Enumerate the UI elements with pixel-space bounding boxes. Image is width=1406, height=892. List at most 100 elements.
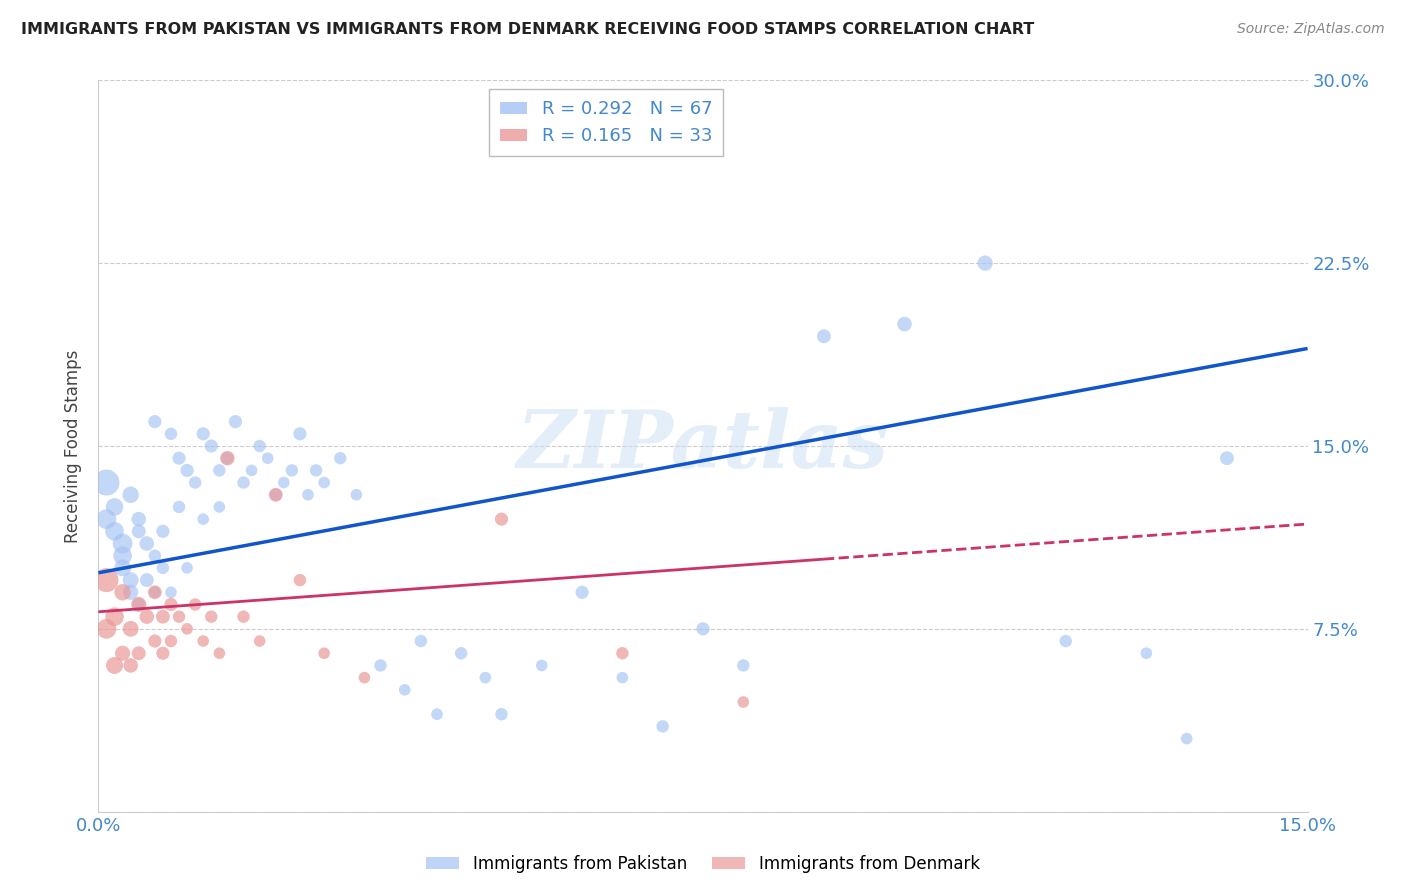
Point	[128, 598, 150, 612]
Point	[692, 622, 714, 636]
Point	[974, 256, 997, 270]
Point	[1135, 646, 1157, 660]
Point	[273, 475, 295, 490]
Point	[143, 634, 166, 648]
Point	[135, 573, 157, 587]
Point	[193, 426, 215, 441]
Point	[893, 317, 915, 331]
Point	[208, 463, 231, 477]
Point	[217, 451, 239, 466]
Legend: Immigrants from Pakistan, Immigrants from Denmark: Immigrants from Pakistan, Immigrants fro…	[419, 848, 987, 880]
Point	[394, 682, 416, 697]
Point	[120, 622, 142, 636]
Point	[128, 646, 150, 660]
Point	[160, 426, 183, 441]
Point	[612, 671, 634, 685]
Point	[344, 488, 367, 502]
Point	[103, 609, 125, 624]
Point	[297, 488, 319, 502]
Point	[1216, 451, 1239, 466]
Point	[491, 707, 513, 722]
Point	[176, 622, 198, 636]
Legend: R = 0.292   N = 67, R = 0.165   N = 33: R = 0.292 N = 67, R = 0.165 N = 33	[489, 89, 723, 156]
Point	[651, 719, 673, 733]
Point	[120, 573, 142, 587]
Point	[733, 658, 755, 673]
Text: IMMIGRANTS FROM PAKISTAN VS IMMIGRANTS FROM DENMARK RECEIVING FOOD STAMPS CORREL: IMMIGRANTS FROM PAKISTAN VS IMMIGRANTS F…	[21, 22, 1035, 37]
Point	[176, 561, 198, 575]
Point	[813, 329, 835, 343]
Point	[160, 634, 183, 648]
Point	[491, 512, 513, 526]
Point	[409, 634, 432, 648]
Point	[232, 475, 254, 490]
Point	[96, 512, 118, 526]
Point	[111, 536, 134, 550]
Point	[135, 536, 157, 550]
Point	[128, 524, 150, 539]
Point	[193, 634, 215, 648]
Point	[224, 415, 246, 429]
Point	[571, 585, 593, 599]
Point	[200, 439, 222, 453]
Point	[152, 561, 174, 575]
Point	[264, 488, 287, 502]
Point	[530, 658, 553, 673]
Point	[103, 500, 125, 514]
Y-axis label: Receiving Food Stamps: Receiving Food Stamps	[65, 350, 83, 542]
Point	[217, 451, 239, 466]
Point	[208, 646, 231, 660]
Point	[288, 426, 311, 441]
Point	[240, 463, 263, 477]
Point	[143, 585, 166, 599]
Point	[1054, 634, 1077, 648]
Point	[1175, 731, 1198, 746]
Point	[733, 695, 755, 709]
Point	[143, 549, 166, 563]
Text: ZIPatlas: ZIPatlas	[517, 408, 889, 484]
Point	[176, 463, 198, 477]
Point	[193, 512, 215, 526]
Point	[184, 598, 207, 612]
Point	[167, 500, 190, 514]
Point	[135, 609, 157, 624]
Point	[184, 475, 207, 490]
Point	[256, 451, 278, 466]
Point	[450, 646, 472, 660]
Point	[249, 439, 271, 453]
Point	[426, 707, 449, 722]
Point	[143, 415, 166, 429]
Point	[96, 475, 118, 490]
Point	[111, 646, 134, 660]
Point	[208, 500, 231, 514]
Point	[160, 585, 183, 599]
Point	[353, 671, 375, 685]
Point	[329, 451, 352, 466]
Point	[111, 549, 134, 563]
Point	[152, 609, 174, 624]
Point	[103, 524, 125, 539]
Point	[120, 585, 142, 599]
Point	[288, 573, 311, 587]
Point	[160, 598, 183, 612]
Point	[370, 658, 392, 673]
Point	[200, 609, 222, 624]
Point	[120, 488, 142, 502]
Point	[249, 634, 271, 648]
Point	[474, 671, 496, 685]
Point	[111, 585, 134, 599]
Point	[152, 524, 174, 539]
Text: Source: ZipAtlas.com: Source: ZipAtlas.com	[1237, 22, 1385, 37]
Point	[167, 451, 190, 466]
Point	[612, 646, 634, 660]
Point	[128, 512, 150, 526]
Point	[143, 585, 166, 599]
Point	[128, 598, 150, 612]
Point	[167, 609, 190, 624]
Point	[314, 475, 336, 490]
Point	[103, 658, 125, 673]
Point	[305, 463, 328, 477]
Point	[111, 561, 134, 575]
Point	[232, 609, 254, 624]
Point	[120, 658, 142, 673]
